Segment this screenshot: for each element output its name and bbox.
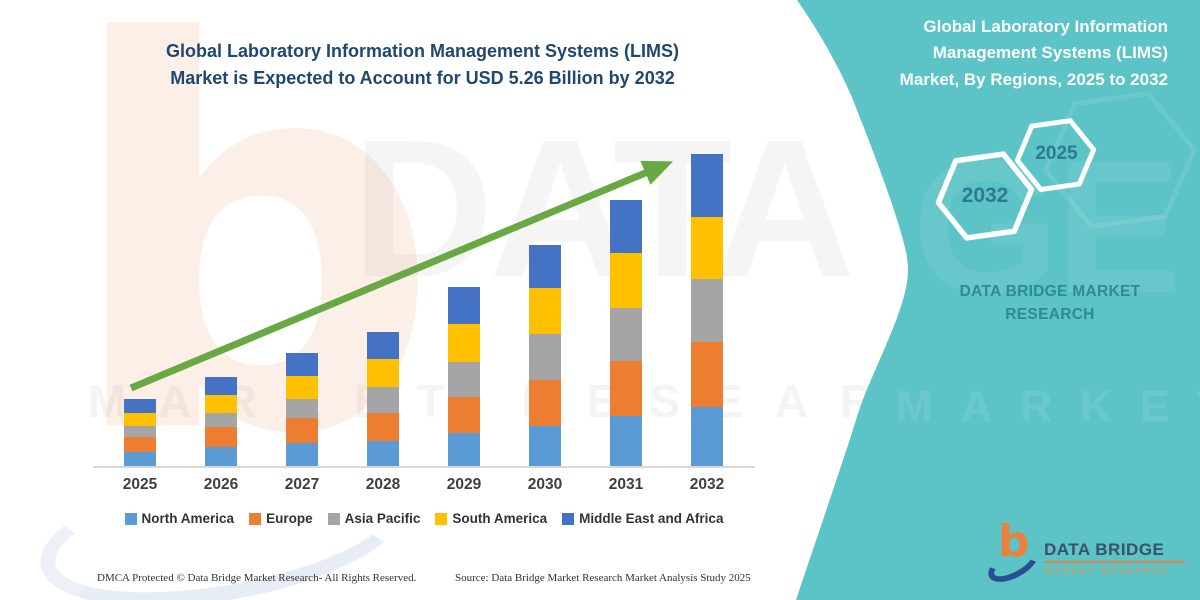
segment-2032-north-america [691, 407, 723, 466]
segment-2029-south-america [448, 323, 480, 362]
bar-2027 [286, 353, 318, 466]
bar-2031 [610, 200, 642, 466]
segment-2030-middle-east-and-africa [529, 245, 561, 288]
panel-title-line1: Global Laboratory Information [923, 17, 1168, 36]
panel-brand-line1: DATA BRIDGE MARKET [959, 283, 1141, 300]
segment-2028-middle-east-and-africa [367, 332, 399, 359]
segment-2029-asia-pacific [448, 361, 480, 398]
segment-2031-europe [610, 361, 642, 416]
logo-divider [1045, 561, 1185, 563]
segment-2027-middle-east-and-africa [286, 353, 318, 376]
chart-title-line1: Global Laboratory Information Management… [165, 41, 680, 61]
segment-2030-asia-pacific [529, 334, 561, 380]
legend-label: Middle East and Africa [579, 511, 724, 526]
segment-2032-middle-east-and-africa [691, 154, 723, 217]
segment-2028-europe [367, 413, 399, 442]
bar-2029 [448, 287, 480, 466]
hexagon-2032-label: 2032 [961, 184, 1009, 207]
legend-swatch-icon [249, 512, 262, 525]
legend: North America Europe Asia Pacific South Ame… [90, 511, 758, 526]
logo-name-text: DATA BRIDGE [1044, 540, 1165, 559]
segment-2026-asia-pacific [205, 412, 237, 428]
hexagon-2025-label: 2025 [1035, 143, 1078, 164]
segment-2028-north-america [367, 441, 399, 466]
legend-item-south-america: South America [435, 511, 547, 526]
segment-2029-middle-east-and-africa [448, 287, 480, 324]
bar-2028 [367, 332, 399, 466]
segment-2032-asia-pacific [691, 279, 723, 342]
segment-2027-europe [286, 418, 318, 443]
legend-label: South America [452, 511, 548, 526]
segment-2030-europe [529, 380, 561, 426]
bar-2032 [691, 154, 723, 466]
legend-label: North America [141, 511, 235, 526]
segment-2027-south-america [286, 376, 318, 399]
segment-2027-asia-pacific [286, 399, 318, 418]
legend-item-europe: Europe [249, 511, 313, 526]
hexagon-watermark-icon [1042, 90, 1198, 230]
legend-item-north-america: North America [124, 511, 235, 526]
logo-b-icon: b [998, 516, 1030, 567]
segment-2025-europe [124, 437, 156, 452]
panel-brand-line2: RESEARCH [1005, 306, 1095, 324]
panel-title-line3: Market, By Regions, 2025 to 2032 [899, 69, 1168, 89]
legend-label: Asia Pacific [344, 511, 421, 526]
legend-swatch-icon [562, 512, 575, 525]
x-tick-2028: 2028 [365, 476, 401, 493]
x-tick-2032: 2032 [689, 476, 725, 493]
segment-2026-south-america [205, 394, 237, 413]
source-footer-text: Source: Data Bridge Market Research Mark… [455, 572, 751, 584]
segment-2025-asia-pacific [124, 426, 156, 437]
bar-2026 [205, 377, 237, 466]
bar-2025 [124, 399, 156, 466]
segment-2031-south-america [610, 253, 642, 308]
segment-2029-north-america [448, 433, 480, 466]
hexagon-2025-icon [1014, 118, 1097, 192]
bar-2030 [529, 245, 561, 466]
segment-2025-north-america [124, 452, 156, 466]
segment-2028-south-america [367, 358, 399, 387]
x-tick-2029: 2029 [446, 476, 482, 493]
segment-2026-europe [205, 427, 237, 448]
segment-2026-middle-east-and-africa [205, 377, 237, 395]
x-tick-2026: 2026 [203, 476, 239, 493]
segment-2028-asia-pacific [367, 386, 399, 414]
segment-2031-asia-pacific [610, 308, 642, 361]
chart-title-line2: Market is Expected to Account for USD 5.… [170, 68, 675, 88]
segment-2031-middle-east-and-africa [610, 200, 642, 253]
segment-2032-south-america [691, 217, 723, 279]
panel-watermark-tagline: MARKET RESEARCH [896, 382, 1200, 431]
segment-2027-north-america [286, 443, 318, 466]
legend-swatch-icon [327, 512, 340, 525]
segment-2025-middle-east-and-africa [124, 399, 156, 413]
panel-title-line2: Management Systems (LIMS) [932, 43, 1168, 63]
x-tick-2027: 2027 [284, 476, 320, 493]
legend-swatch-icon [124, 512, 137, 525]
panel-brand-text: DATA BRIDGE MARKET RESEARCH [920, 280, 1180, 327]
x-tick-2031: 2031 [608, 476, 644, 493]
segment-2026-north-america [205, 447, 237, 466]
x-axis-line [93, 466, 755, 468]
logo-subtitle-text: MARKET RESEARCH [1045, 566, 1170, 575]
legend-swatch-icon [435, 512, 448, 525]
segment-2029-europe [448, 397, 480, 434]
panel-title: Global Laboratory Information Management… [838, 14, 1168, 93]
segment-2025-south-america [124, 413, 156, 426]
legend-item-asia-pacific: Asia Pacific [327, 511, 421, 526]
x-tick-2030: 2030 [527, 476, 563, 493]
dmca-footer-text: DMCA Protected © Data Bridge Market Rese… [97, 572, 417, 584]
chart-title: Global Laboratory Information Management… [95, 38, 750, 92]
segment-2030-south-america [529, 288, 561, 334]
legend-item-middle-east-and-africa: Middle East and Africa [562, 511, 723, 526]
legend-label: Europe [266, 511, 313, 526]
segment-2031-north-america [610, 416, 642, 466]
segment-2030-north-america [529, 426, 561, 466]
segment-2032-europe [691, 342, 723, 407]
hexagon-2032-icon [935, 151, 1035, 241]
x-tick-2025: 2025 [122, 476, 158, 493]
